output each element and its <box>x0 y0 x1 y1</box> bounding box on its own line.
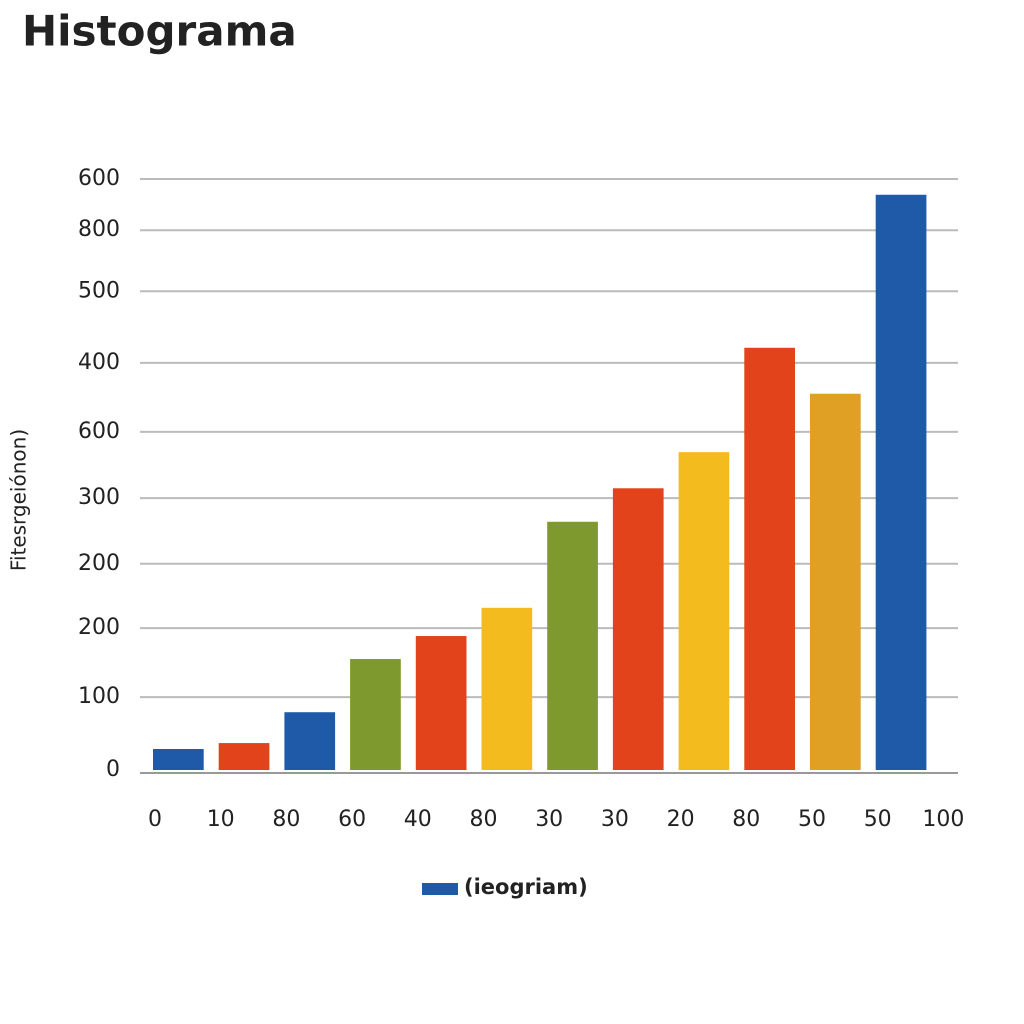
bar <box>415 636 467 770</box>
y-tick-label: 100 <box>78 684 120 709</box>
y-tick-label: 200 <box>78 551 120 576</box>
x-tick-label: 40 <box>404 807 432 832</box>
y-tick-label: 200 <box>78 615 120 640</box>
bar <box>875 194 927 770</box>
bar <box>218 743 270 770</box>
x-tick-label: 0 <box>148 807 162 832</box>
bar <box>810 393 861 770</box>
x-tick-label: 60 <box>338 807 366 832</box>
bar <box>678 452 730 770</box>
x-tick-label: 100 <box>922 807 964 832</box>
y-axis-label: Fitesrgeiónon) <box>7 429 31 571</box>
legend-swatch <box>422 883 458 895</box>
y-tick-label: 0 <box>106 757 120 782</box>
chart-title: Histograma <box>22 7 297 56</box>
x-tick-label: 80 <box>272 807 300 832</box>
x-tick-label: 80 <box>470 807 498 832</box>
bar <box>284 712 336 770</box>
x-tick-label: 50 <box>864 807 892 832</box>
x-tick-label: 10 <box>207 807 235 832</box>
legend-label: (ieogriam) <box>464 875 588 899</box>
y-tick-label: 400 <box>78 350 120 375</box>
x-tick-label: 80 <box>732 807 760 832</box>
y-tick-label: 600 <box>78 419 120 444</box>
bar <box>547 521 598 770</box>
y-tick-label: 600 <box>78 166 120 191</box>
x-tick-label: 30 <box>601 807 629 832</box>
y-tick-label: 300 <box>78 485 120 510</box>
bar <box>744 347 795 770</box>
bar <box>153 748 204 770</box>
x-tick-label: 20 <box>667 807 695 832</box>
y-tick-label: 500 <box>78 278 120 303</box>
bar <box>350 659 401 770</box>
bar <box>481 607 533 770</box>
y-tick-label: 800 <box>78 217 120 242</box>
bar <box>612 488 664 770</box>
x-tick-label: 30 <box>535 807 563 832</box>
x-tick-label: 50 <box>798 807 826 832</box>
